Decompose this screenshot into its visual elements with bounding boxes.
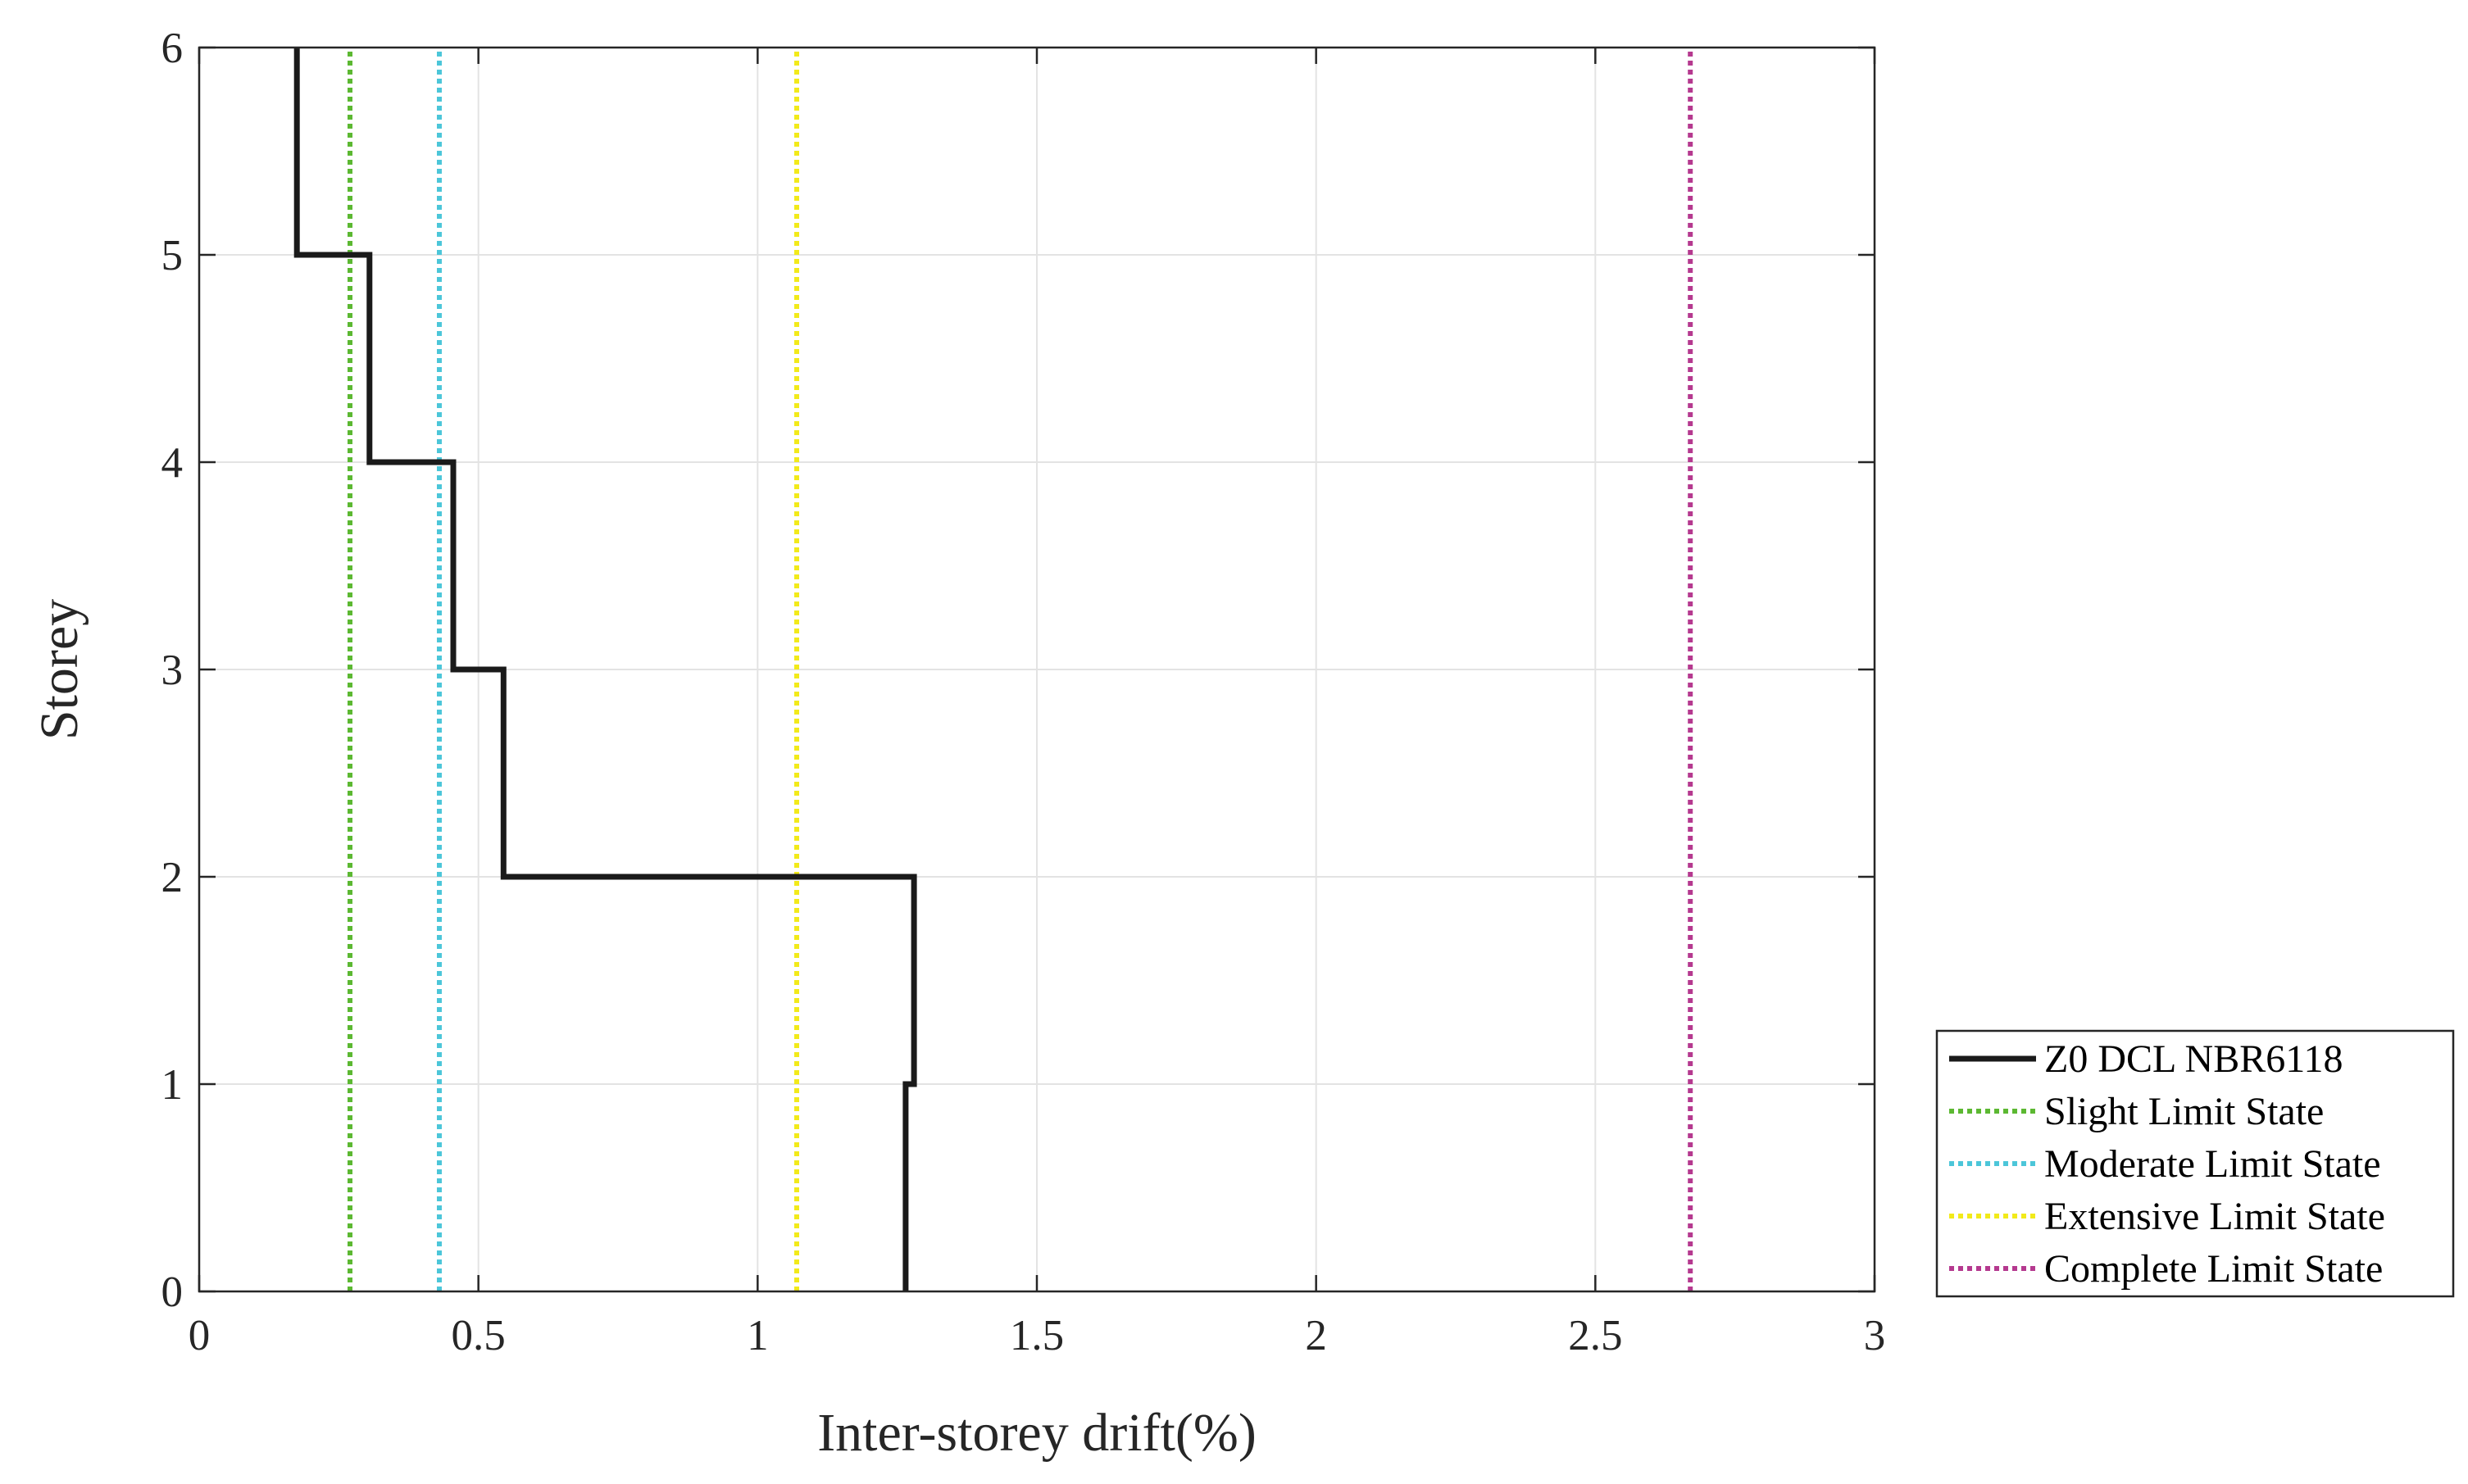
y-axis-title: Storey: [30, 599, 89, 740]
y-tick-label: 4: [161, 439, 184, 487]
x-tick-label: 2.5: [1568, 1312, 1622, 1359]
legend-label: Slight Limit State: [2044, 1090, 2324, 1133]
y-tick-label: 2: [161, 854, 184, 901]
y-tick-label: 3: [161, 647, 184, 694]
ticks: 0 0.5 1 1.5 2 2.5 3 0 1 2 3 4 5 6: [161, 25, 1886, 1359]
y-tick-label: 0: [161, 1268, 184, 1316]
x-axis-title: Inter-storey drift(%): [817, 1403, 1257, 1463]
legend: Z0 DCL NBR6118 Slight Limit State Moderate…: [1935, 1029, 2455, 1298]
x-tick-label: 1: [747, 1312, 769, 1359]
x-tick-label: 0.5: [452, 1312, 506, 1359]
x-tick-label: 1.5: [1010, 1312, 1064, 1359]
series-group: [293, 48, 1693, 1291]
y-tick-label: 6: [161, 25, 184, 72]
legend-label: Moderate Limit State: [2044, 1142, 2381, 1186]
series-line-z0-dcl-nbr6118: [293, 48, 917, 1291]
x-tick-label: 0: [189, 1312, 211, 1359]
y-tick-label: 5: [161, 232, 184, 279]
x-tick-label: 2: [1305, 1312, 1327, 1359]
x-tick-label: 3: [1864, 1312, 1886, 1359]
y-tick-label: 1: [161, 1061, 184, 1109]
legend-label: Z0 DCL NBR6118: [2044, 1037, 2343, 1081]
legend-label: Extensive Limit State: [2044, 1195, 2385, 1238]
legend-label: Complete Limit State: [2044, 1247, 2383, 1291]
